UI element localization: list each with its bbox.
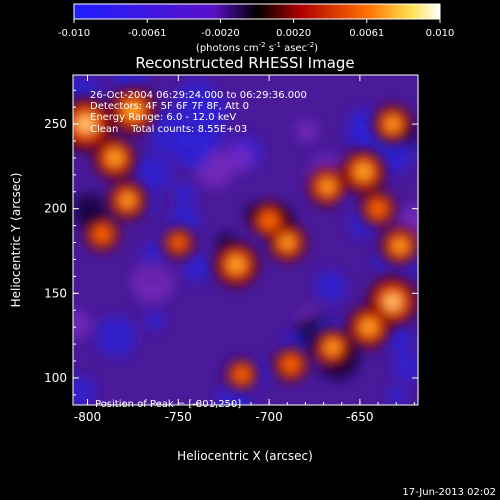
texture-blob [173,181,196,204]
y-tick-label: 150 [44,286,67,300]
texture-blob [254,362,274,382]
source-blob [307,166,348,207]
annotation-energy: Energy Range: 6.0 - 12.0 keV [90,112,236,123]
source-blob [107,180,148,221]
x-tick-label: -750 [165,410,192,424]
colorbar: -0.010 -0.0061 -0.0020 0.0020 0.0061 0.010 (p… [58,3,455,54]
y-tick-label: 100 [44,371,67,385]
source-blob [312,327,353,368]
source-blob [108,86,157,135]
source-blob [379,225,418,266]
texture-blob [295,119,318,142]
texture-blob [144,310,165,331]
y-tick-label: 200 [44,202,67,216]
x-tick-label: -700 [255,410,282,424]
plot-frame [72,74,419,406]
texture-blob [385,326,414,354]
source-blob [346,305,391,350]
texture-blob [392,353,418,382]
x-axis-label: Heliocentric X (arcsec) [177,449,313,463]
source-blob [162,226,195,259]
source-blob [84,216,121,253]
texture-blob [73,376,96,405]
source-blob [272,346,309,383]
colorbar-tick-label: 0.0020 [276,28,311,39]
annotation-time: 26-Oct-2004 06:29:24.000 to 06:29:36.000 [90,90,307,101]
texture-blob [315,270,347,303]
source-blob [360,190,397,227]
source-blob [73,96,114,153]
texture-blob [387,385,407,405]
source-blob [250,201,289,240]
colorbar-tick-label: -0.0061 [128,28,167,39]
heatmap-image [73,75,418,405]
x-tick-label: -800 [74,410,101,424]
colorbar-strip [73,3,441,20]
texture-blob [131,261,173,303]
texture-blob [133,153,172,192]
texture-blob [346,121,373,147]
colorbar-tick-label: -0.010 [58,28,90,39]
texture-blob [226,144,254,172]
source-blob [92,135,137,180]
texture-blob [95,316,137,358]
source-blob [213,241,260,288]
source-blob [372,104,413,145]
y-axis-label: Heliocentric Y (arcsec) [9,173,23,308]
colorbar-tick-label: -0.0020 [201,28,240,39]
annotation-counts: Clean Total counts: 8.55E+03 [90,124,247,135]
colorbar-tick-label: 0.010 [426,28,455,39]
texture-blob [73,310,91,339]
y-tick-label: 250 [44,117,67,131]
annotation-detectors: Detectors: 4F 5F 6F 7F 8F, Att 0 [90,101,249,112]
footer-timestamp: 17-Jun-2013 02:02 [402,487,496,498]
texture-blob [173,133,211,170]
chart-title: Reconstructed RHESSI Image [135,54,354,72]
source-blob [224,357,259,392]
x-tick-label: -650 [346,410,373,424]
texture-blob [176,80,218,121]
colorbar-label: (photons cm-2 s-1 asec-2) [196,41,318,54]
source-blob [340,148,387,195]
colorbar-tick-label: 0.0061 [349,28,384,39]
texture-blob [182,254,212,283]
